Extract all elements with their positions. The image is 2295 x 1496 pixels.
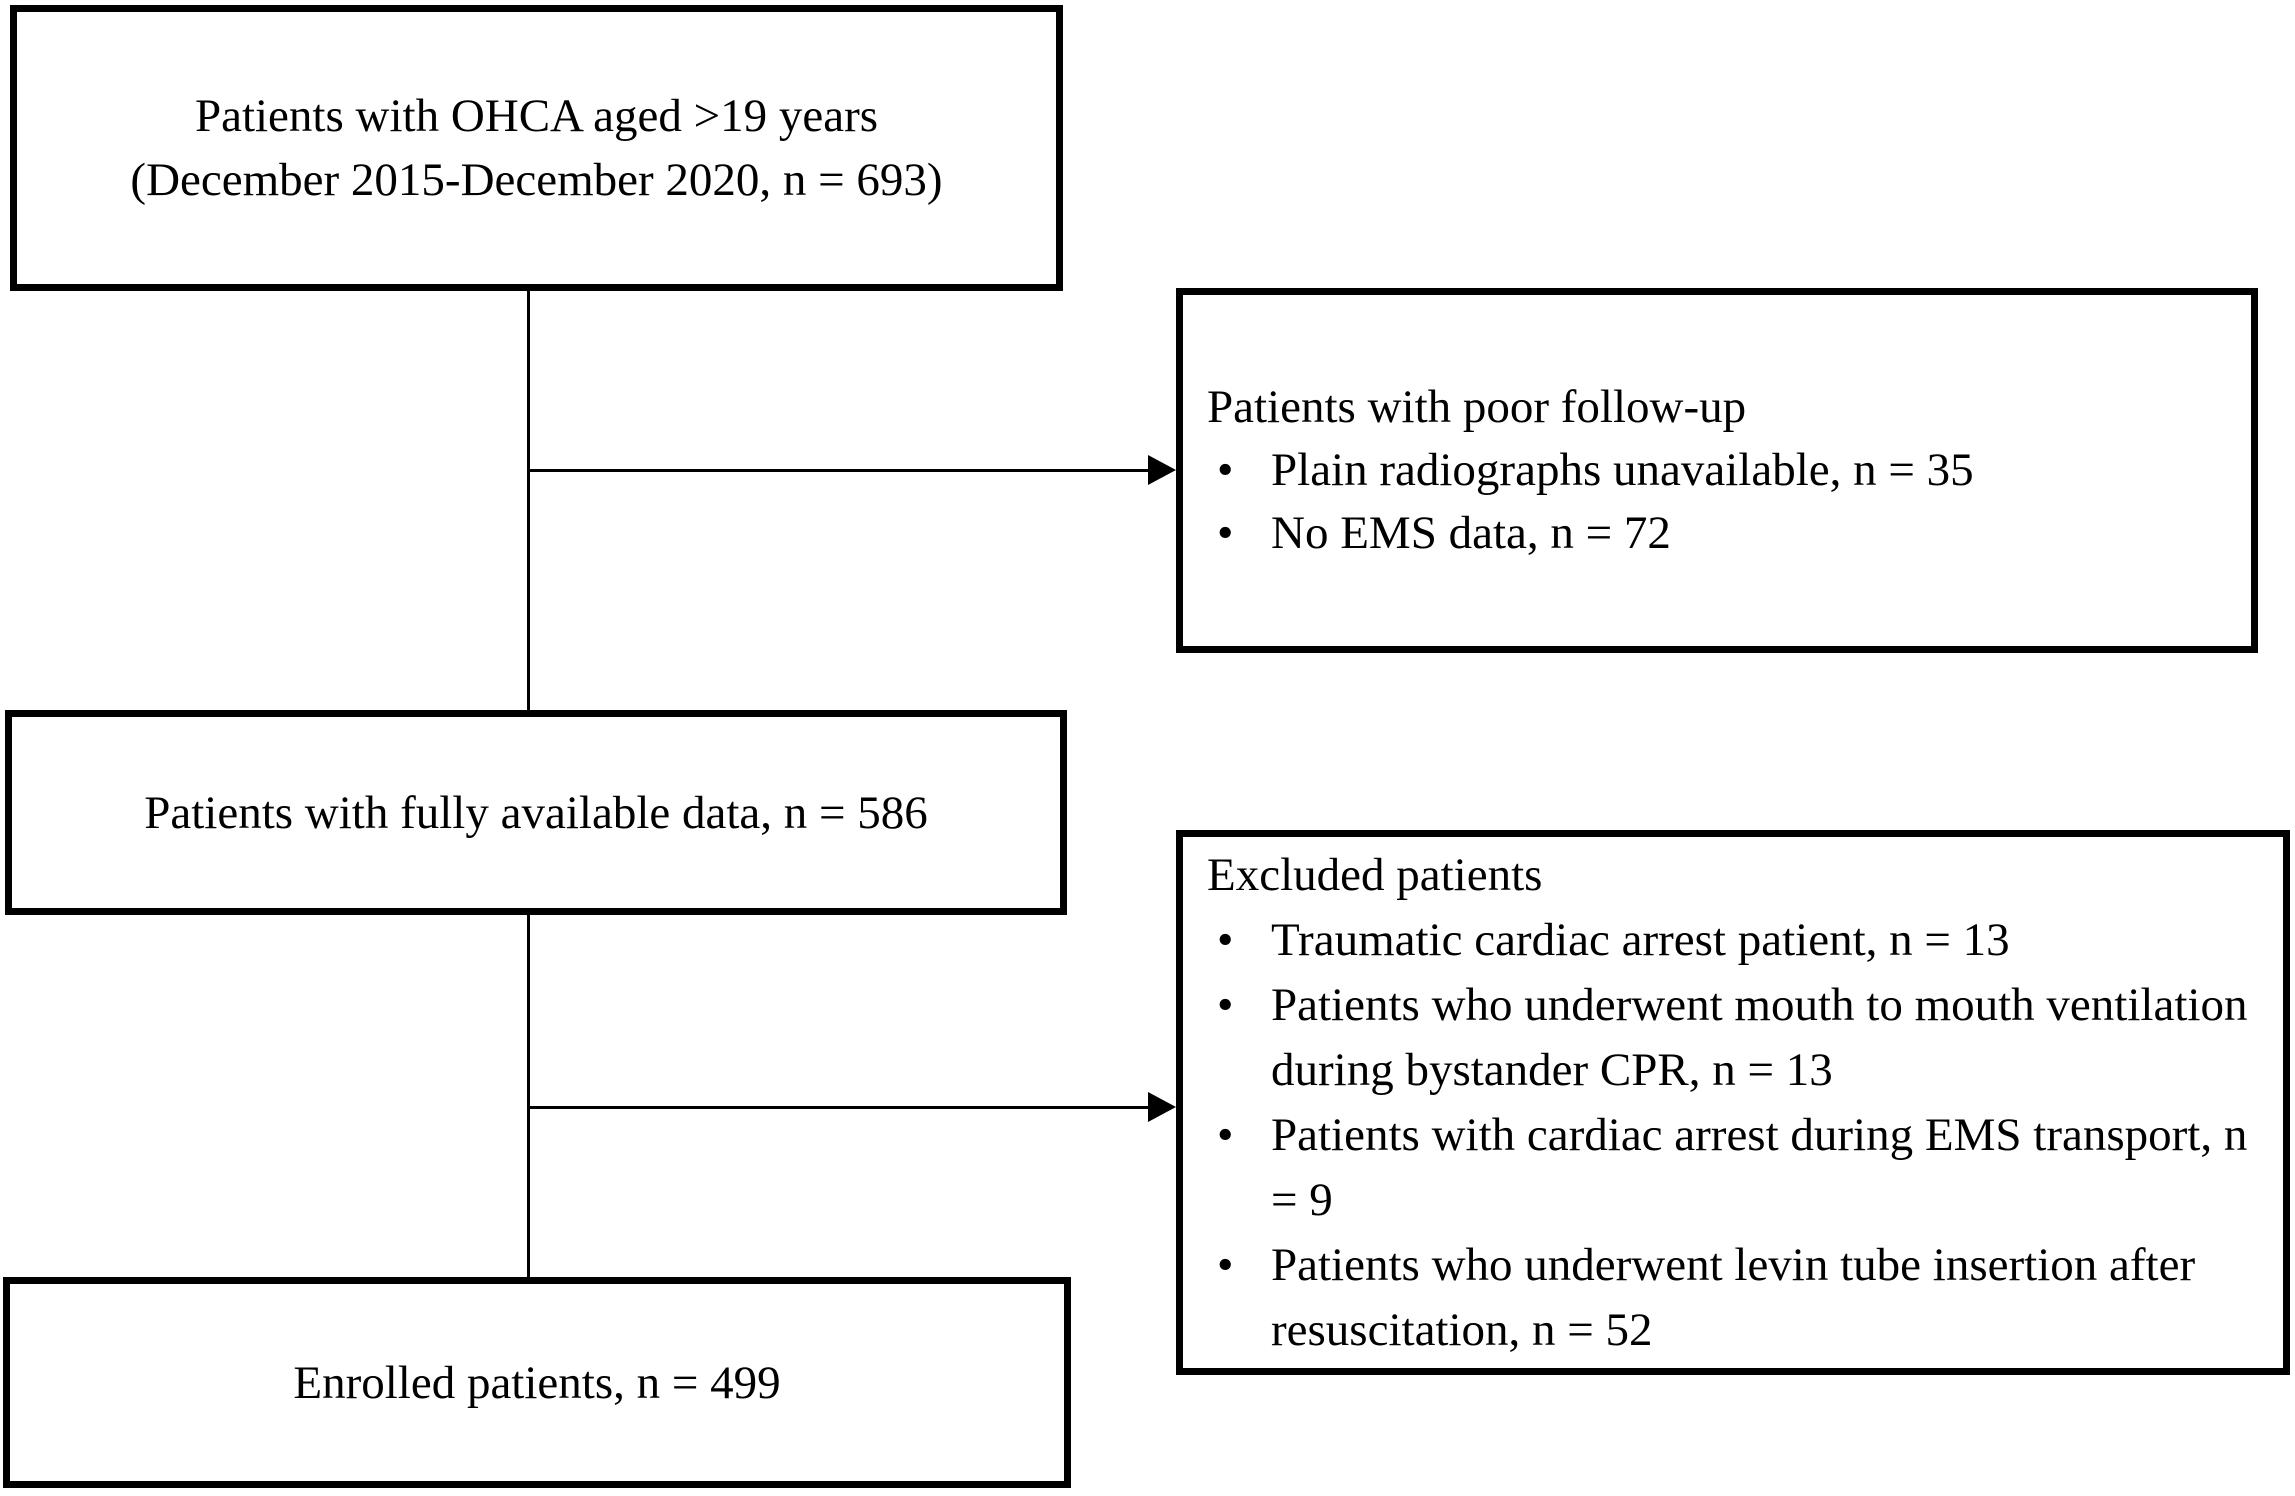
enrolled-text: Enrolled patients, n = 499 bbox=[293, 1356, 781, 1409]
connector-horizontal-1 bbox=[527, 469, 1150, 472]
connector-horizontal-2 bbox=[527, 1106, 1150, 1109]
connector-vertical-2 bbox=[527, 915, 530, 1277]
poor-followup-list: Plain radiographs unavailable, n = 35 No… bbox=[1183, 439, 2251, 565]
excluded-title: Excluded patients bbox=[1207, 849, 1543, 901]
arrowhead-icon bbox=[1148, 1092, 1176, 1122]
excluded-list: Traumatic cardiac arrest patient, n = 13… bbox=[1183, 908, 2283, 1363]
list-item: No EMS data, n = 72 bbox=[1183, 502, 2251, 565]
list-item: Plain radiographs unavailable, n = 35 bbox=[1183, 439, 2251, 502]
list-item: Patients with cardiac arrest during EMS … bbox=[1183, 1103, 2283, 1233]
poor-followup-title: Patients with poor follow-up bbox=[1207, 381, 1747, 433]
box-poor-followup: Patients with poor follow-up Plain radio… bbox=[1176, 288, 2258, 653]
box-available-data: Patients with fully available data, n = … bbox=[5, 710, 1067, 915]
ohca-line-2: (December 2015-December 2020, n = 693) bbox=[130, 154, 943, 206]
list-item: Patients who underwent levin tube insert… bbox=[1183, 1233, 2283, 1363]
arrowhead-icon bbox=[1148, 455, 1176, 485]
ohca-line-1: Patients with OHCA aged >19 years bbox=[194, 90, 879, 142]
list-item: Traumatic cardiac arrest patient, n = 13 bbox=[1183, 908, 2283, 973]
connector-vertical-1 bbox=[527, 291, 530, 710]
list-item: Patients who underwent mouth to mouth ve… bbox=[1183, 973, 2283, 1103]
box-enrolled-patients: Enrolled patients, n = 499 bbox=[3, 1277, 1071, 1488]
available-data-text: Patients with fully available data, n = … bbox=[144, 786, 928, 839]
box-ohca-patients: Patients with OHCA aged >19 years (Decem… bbox=[10, 5, 1063, 291]
box-excluded-patients: Excluded patients Traumatic cardiac arre… bbox=[1176, 830, 2290, 1375]
